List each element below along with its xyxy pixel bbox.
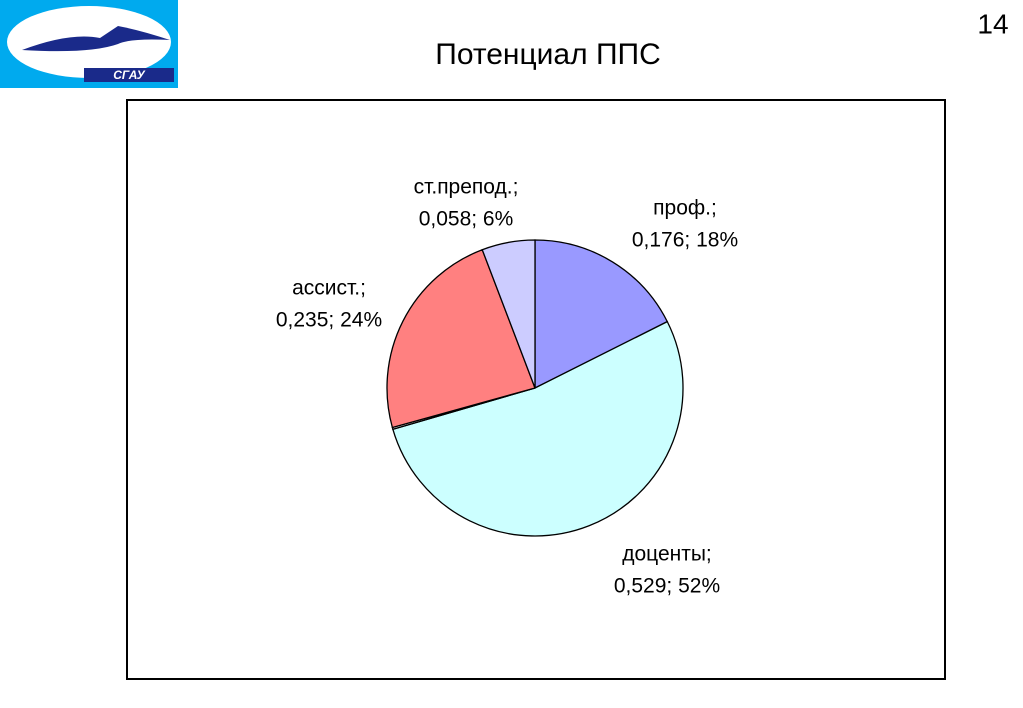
logo-plate xyxy=(84,68,174,82)
slice-value-label: 0,058; 6% xyxy=(419,208,514,231)
slice-category-label: доценты; xyxy=(622,543,712,566)
slide-title: Потенциал ППС xyxy=(435,38,661,71)
page-number: 14 xyxy=(977,8,1008,39)
pie-slice xyxy=(534,239,669,390)
slice-value-label: 0,235; 24% xyxy=(276,309,382,332)
slice-category-label: проф.; xyxy=(653,197,717,220)
slice-category-label: ст.препод.; xyxy=(414,176,519,199)
slice-category-label: ассист.; xyxy=(292,277,366,300)
pie-slice xyxy=(481,239,536,389)
logo-text: СГАУ xyxy=(113,68,145,82)
slice-value-label: 0,529; 52% xyxy=(614,575,720,598)
pie xyxy=(386,239,684,537)
pie-slice xyxy=(392,320,684,537)
slice-value-label: 0,176; 18% xyxy=(632,229,738,252)
pie-slice xyxy=(386,248,536,429)
logo-bird xyxy=(22,26,170,52)
